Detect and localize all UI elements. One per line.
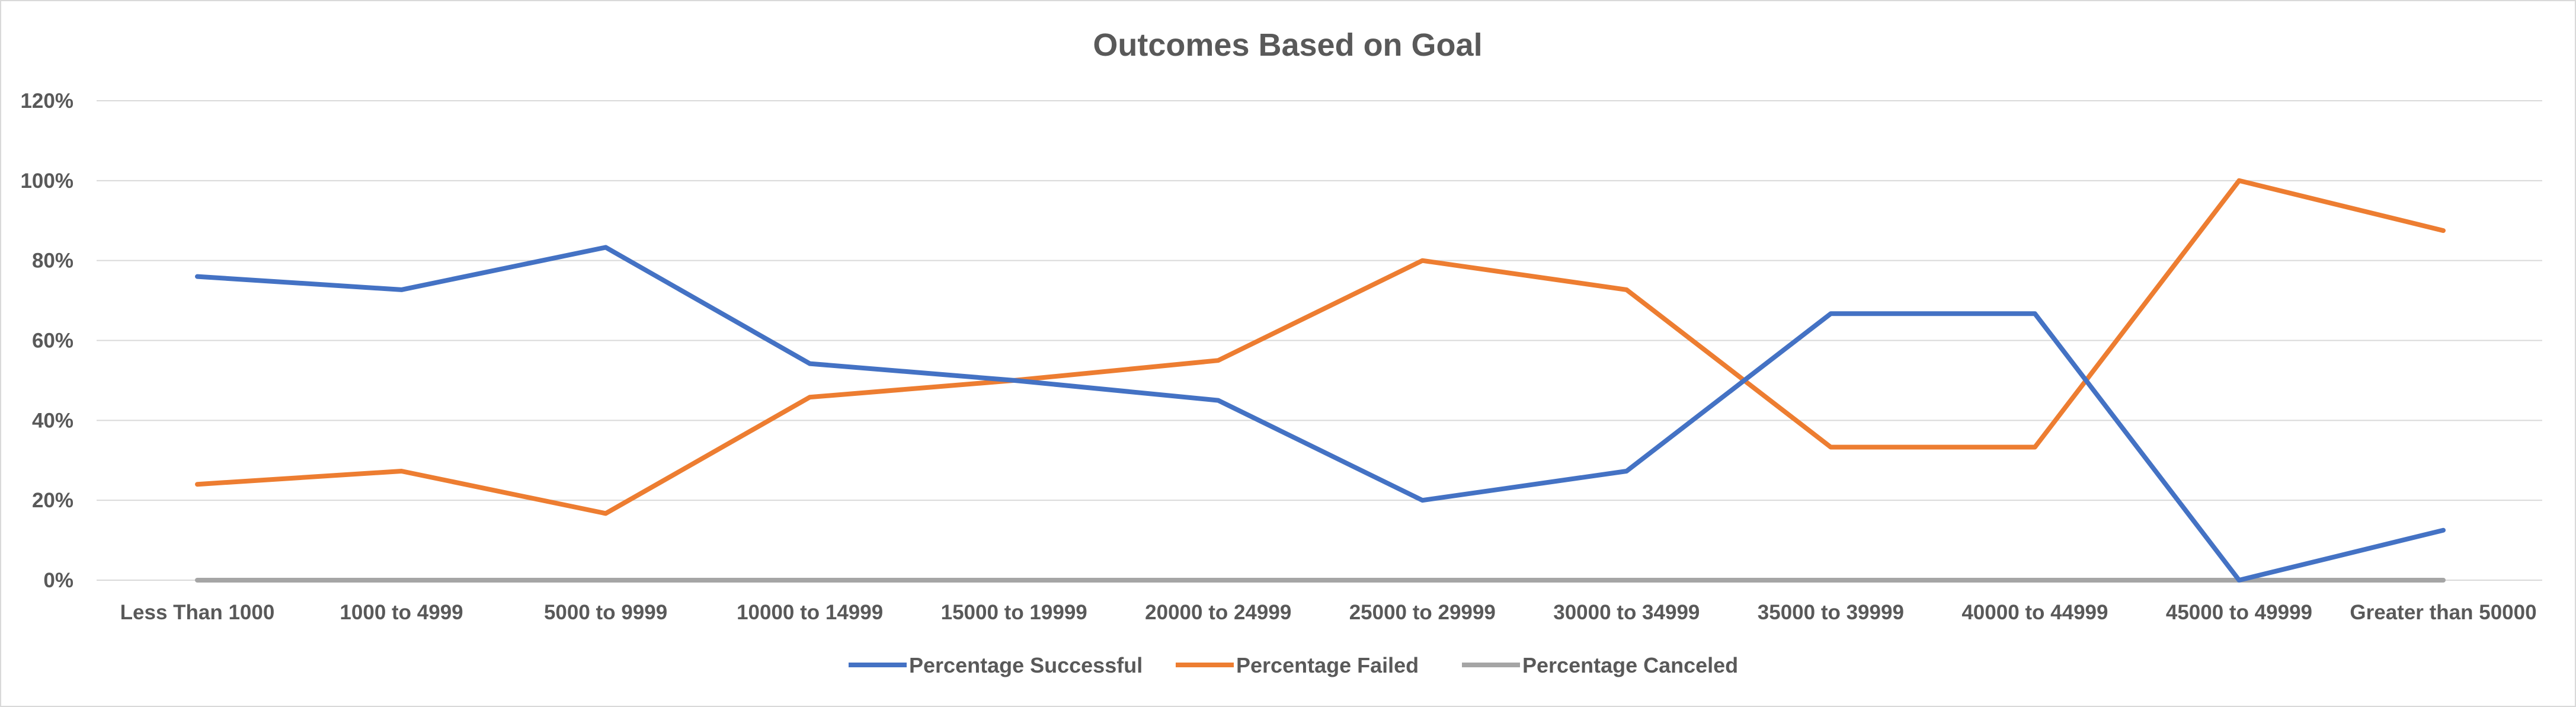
y-axis-tick-labels: 0% 20% 40% 60% 80% 100% 120% <box>20 89 73 592</box>
y-tick-label: 80% <box>32 249 73 273</box>
x-tick-label: 20000 to 24999 <box>1145 601 1291 624</box>
x-tick-label: 1000 to 4999 <box>340 601 463 624</box>
series-line-percentage-failed <box>195 178 2446 516</box>
x-tick-label: 45000 to 49999 <box>2166 601 2312 624</box>
y-tick-label: 100% <box>20 169 73 193</box>
legend: Percentage Successful Percentage Failed Pe… <box>849 653 1738 677</box>
legend-label: Percentage Canceled <box>1522 653 1738 677</box>
legend-item-percentage-successful: Percentage Successful <box>849 653 1143 677</box>
x-tick-label: 35000 to 39999 <box>1758 601 1904 624</box>
series-line-percentage-successful <box>195 245 2446 583</box>
chart-title: Outcomes Based on Goal <box>1093 27 1482 63</box>
x-tick-label: Greater than 50000 <box>2350 601 2536 624</box>
y-tick-label: 0% <box>43 569 73 592</box>
y-tick-label: 60% <box>32 329 73 353</box>
x-tick-label: 5000 to 9999 <box>544 601 667 624</box>
legend-item-percentage-canceled: Percentage Canceled <box>1462 653 1738 677</box>
x-tick-label: 10000 to 14999 <box>737 601 883 624</box>
y-tick-label: 20% <box>32 489 73 512</box>
gridlines <box>97 100 2542 581</box>
legend-item-percentage-failed: Percentage Failed <box>1176 653 1419 677</box>
x-tick-label: 15000 to 19999 <box>941 601 1087 624</box>
legend-label: Percentage Failed <box>1236 653 1419 677</box>
x-tick-label: 40000 to 44999 <box>1961 601 2108 624</box>
y-tick-label: 40% <box>32 409 73 432</box>
x-tick-label: 30000 to 34999 <box>1553 601 1700 624</box>
x-tick-label: 25000 to 29999 <box>1349 601 1496 624</box>
y-tick-label: 120% <box>20 89 73 113</box>
x-tick-label: Less Than 1000 <box>120 601 275 624</box>
legend-label: Percentage Successful <box>909 653 1143 677</box>
series-lines <box>195 178 2446 583</box>
x-axis-tick-labels: Less Than 1000 1000 to 4999 5000 to 9999 10… <box>120 601 2537 624</box>
